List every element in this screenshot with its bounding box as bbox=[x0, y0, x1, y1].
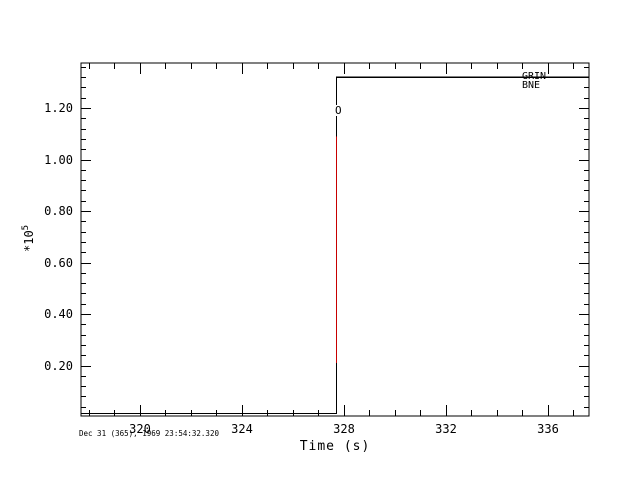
y-axis-scale-label: *105 bbox=[21, 224, 36, 252]
trace-grin bbox=[81, 76, 589, 414]
trace-label-grin: GRIN bbox=[522, 71, 547, 82]
y-tick-label: 0.60 bbox=[44, 256, 73, 270]
origin-time-marker: O bbox=[335, 104, 342, 117]
x-axis-title: Time (s) bbox=[299, 439, 371, 454]
trace-bne bbox=[81, 76, 589, 414]
y-scale-exponent: 5 bbox=[21, 224, 31, 231]
y-tick-label: 0.80 bbox=[44, 204, 73, 218]
axis-frame bbox=[80, 62, 590, 417]
y-tick-label: 1.20 bbox=[44, 101, 73, 115]
y-scale-mantissa: *10 bbox=[22, 230, 36, 252]
x-tick-label: 320 bbox=[129, 422, 151, 436]
x-tick-label: 324 bbox=[231, 422, 253, 436]
x-tick-label: 328 bbox=[333, 422, 355, 436]
reference-time-label: Dec 31 (365), 1969 23:54:32.320 bbox=[79, 429, 219, 438]
y-tick-label: 0.20 bbox=[44, 359, 73, 373]
y-tick-label: 1.00 bbox=[44, 153, 73, 167]
trace-label-bne: BNE bbox=[522, 80, 541, 91]
x-tick-label: 336 bbox=[537, 422, 559, 436]
x-tick-label: 332 bbox=[435, 422, 457, 436]
y-tick-label: 0.40 bbox=[44, 307, 73, 321]
